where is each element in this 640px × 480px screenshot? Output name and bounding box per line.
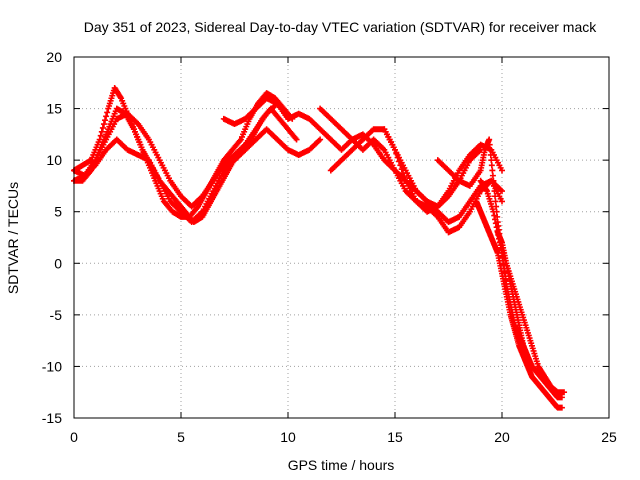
data-point-markers [473, 198, 565, 411]
y-tick-label: 0 [54, 255, 62, 271]
x-tick-label: 15 [387, 429, 403, 445]
y-tick-label: 20 [46, 49, 62, 65]
y-tick-label: -10 [42, 358, 62, 374]
series-track-11 [477, 177, 568, 396]
data-point-markers [381, 126, 505, 226]
series-track-10 [473, 198, 565, 411]
x-tick-label: 25 [601, 429, 617, 445]
data-point-markers [477, 177, 568, 396]
plot-frame [73, 56, 610, 419]
series-track-6 [317, 105, 505, 236]
data-point-markers [317, 105, 505, 236]
axis-ticks: 0 5 10 15 20 25 -15 -10 -5 0 5 10 15 20 [42, 49, 617, 445]
series-track-8 [381, 126, 505, 226]
chart-title: Day 351 of 2023, Sidereal Day-to-day VTE… [84, 19, 597, 35]
data-point-markers [494, 229, 527, 349]
x-axis-label: GPS time / hours [288, 457, 395, 473]
series-track-12 [494, 229, 527, 349]
y-tick-label: 5 [54, 204, 62, 220]
x-tick-label: 5 [177, 429, 185, 445]
y-tick-label: -15 [42, 410, 62, 426]
y-axis-label: SDTVAR / TECUs [5, 182, 21, 294]
x-tick-label: 0 [70, 429, 78, 445]
x-tick-label: 10 [280, 429, 296, 445]
y-tick-label: 15 [46, 101, 62, 117]
y-tick-label: 10 [46, 152, 62, 168]
data-marks [71, 84, 568, 411]
x-tick-label: 20 [494, 429, 510, 445]
y-tick-label: -5 [50, 307, 63, 323]
